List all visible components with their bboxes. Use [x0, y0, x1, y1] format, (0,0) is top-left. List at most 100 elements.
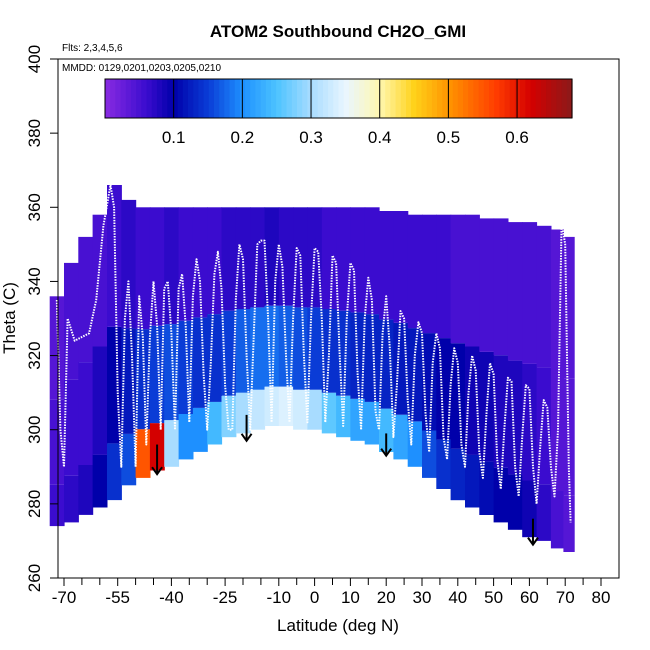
- heatmap-cell: [178, 207, 194, 321]
- heatmap-cell: [507, 222, 523, 361]
- y-tick-label: 340: [25, 267, 44, 295]
- colorbar-swatch: [156, 79, 163, 118]
- colorbar-swatch: [468, 79, 474, 118]
- y-axis: 260 280 300 320 340 360 380 400: [25, 45, 58, 592]
- heatmap-cell: [550, 491, 564, 549]
- colorbar-swatch: [188, 79, 194, 118]
- colorbar-swatch: [105, 79, 111, 118]
- colorbar-swatch: [380, 79, 386, 118]
- heatmap-cell: [135, 429, 151, 478]
- heatmap-cell: [465, 346, 480, 455]
- colorbar-swatch: [234, 79, 241, 118]
- heatmap-cell: [64, 475, 79, 523]
- colorbar-swatch: [348, 79, 355, 118]
- colorbar-swatch: [177, 79, 184, 118]
- colorbar-swatch: [535, 79, 542, 118]
- colorbar-swatch: [442, 79, 449, 118]
- heatmap-cell: [92, 454, 108, 508]
- colorbar-swatch: [561, 79, 568, 118]
- colorbar-swatch: [260, 79, 267, 118]
- heatmap-cell: [393, 322, 409, 415]
- heatmap-cell: [49, 484, 65, 527]
- heatmap-cell: [393, 414, 409, 460]
- colorbar-swatch: [297, 79, 303, 118]
- y-tick-label: 300: [25, 416, 44, 444]
- heatmap-cell: [436, 439, 452, 489]
- colorbar-swatch: [193, 79, 199, 118]
- x-tick-label: -10: [267, 588, 292, 607]
- colorbar-swatch: [447, 79, 454, 118]
- heatmap-cell: [379, 408, 394, 452]
- heatmap-cell: [121, 433, 137, 486]
- heatmap-cell: [92, 214, 108, 347]
- heatmap-cell: [78, 464, 94, 515]
- colorbar-swatch: [504, 79, 511, 118]
- colorbar-swatch: [141, 79, 148, 118]
- colorbar-swatch: [374, 79, 381, 118]
- colorbar-swatch: [546, 79, 552, 118]
- colorbar-swatch: [431, 79, 438, 118]
- heatmap-cell: [436, 338, 452, 440]
- x-tick-label: 20: [377, 588, 396, 607]
- heatmap-cell: [465, 214, 480, 347]
- heatmap-cell: [221, 207, 237, 311]
- colorbar-swatch: [162, 79, 168, 118]
- colorbar-swatch: [551, 79, 557, 118]
- heatmap-cell: [207, 207, 223, 315]
- heatmap-cell: [221, 395, 237, 438]
- y-tick-label: 280: [25, 490, 44, 518]
- x-axis-label: Latitude (deg N): [277, 616, 399, 635]
- colorbar-swatch: [130, 79, 137, 118]
- heatmap-cell: [321, 207, 337, 310]
- colorbar-swatch: [245, 79, 251, 118]
- colorbar-swatch: [426, 79, 433, 118]
- heatmap-cell: [522, 363, 538, 481]
- colorbar-swatch: [343, 79, 350, 118]
- colorbar-swatch: [281, 79, 288, 118]
- x-tick-label: 40: [448, 588, 467, 607]
- y-axis-label: Theta (C): [0, 282, 19, 354]
- colorbar-tick-label: 0.2: [231, 128, 255, 147]
- colorbar-swatch: [520, 79, 526, 118]
- heatmap-cell: [336, 395, 351, 438]
- heatmap-cell: [536, 225, 552, 368]
- colorbar-frame: [104, 78, 573, 119]
- colorbar-swatch: [208, 79, 215, 118]
- heatmap-cell: [293, 389, 308, 430]
- heatmap-cell: [479, 218, 495, 352]
- y-tick-label: 260: [25, 564, 44, 592]
- heatmap-cell: [293, 307, 308, 390]
- arrow-layer: [151, 414, 539, 547]
- colorbar-swatch: [411, 79, 417, 118]
- colorbar-swatch: [333, 79, 340, 118]
- x-tick-label: -40: [159, 588, 184, 607]
- x-tick-label: 70: [556, 588, 575, 607]
- heatmap-cell: [336, 207, 351, 311]
- colorbar-swatch: [328, 79, 334, 118]
- heatmap-cell: [264, 386, 280, 426]
- colorbar-swatch: [151, 79, 158, 118]
- heatmap-cell: [450, 343, 466, 449]
- colorbar-swatch: [354, 79, 360, 118]
- colorbar-tick-label: 0.3: [299, 128, 323, 147]
- colorbar-swatch: [400, 79, 407, 118]
- heatmap-cell: [235, 309, 251, 393]
- heatmap-cell: [563, 378, 575, 496]
- heatmap-cell: [407, 214, 423, 329]
- colorbar-swatch: [286, 79, 293, 118]
- colorbar-swatch: [136, 79, 142, 118]
- heatmap-cell: [207, 314, 223, 402]
- heatmap-cell: [522, 222, 538, 364]
- colorbar-swatch: [509, 79, 516, 118]
- x-tick-label: 60: [520, 588, 539, 607]
- colorbar-swatch: [457, 79, 464, 118]
- heatmap-cell: [550, 229, 564, 373]
- heatmap-cell: [135, 207, 151, 330]
- colorbar-swatch: [364, 79, 371, 118]
- colorbar-swatch: [452, 79, 459, 118]
- heatmap-cell: [64, 262, 79, 380]
- heatmap-cell: [192, 317, 208, 408]
- arrow-head: [151, 466, 163, 476]
- colorbar-swatch: [478, 79, 485, 118]
